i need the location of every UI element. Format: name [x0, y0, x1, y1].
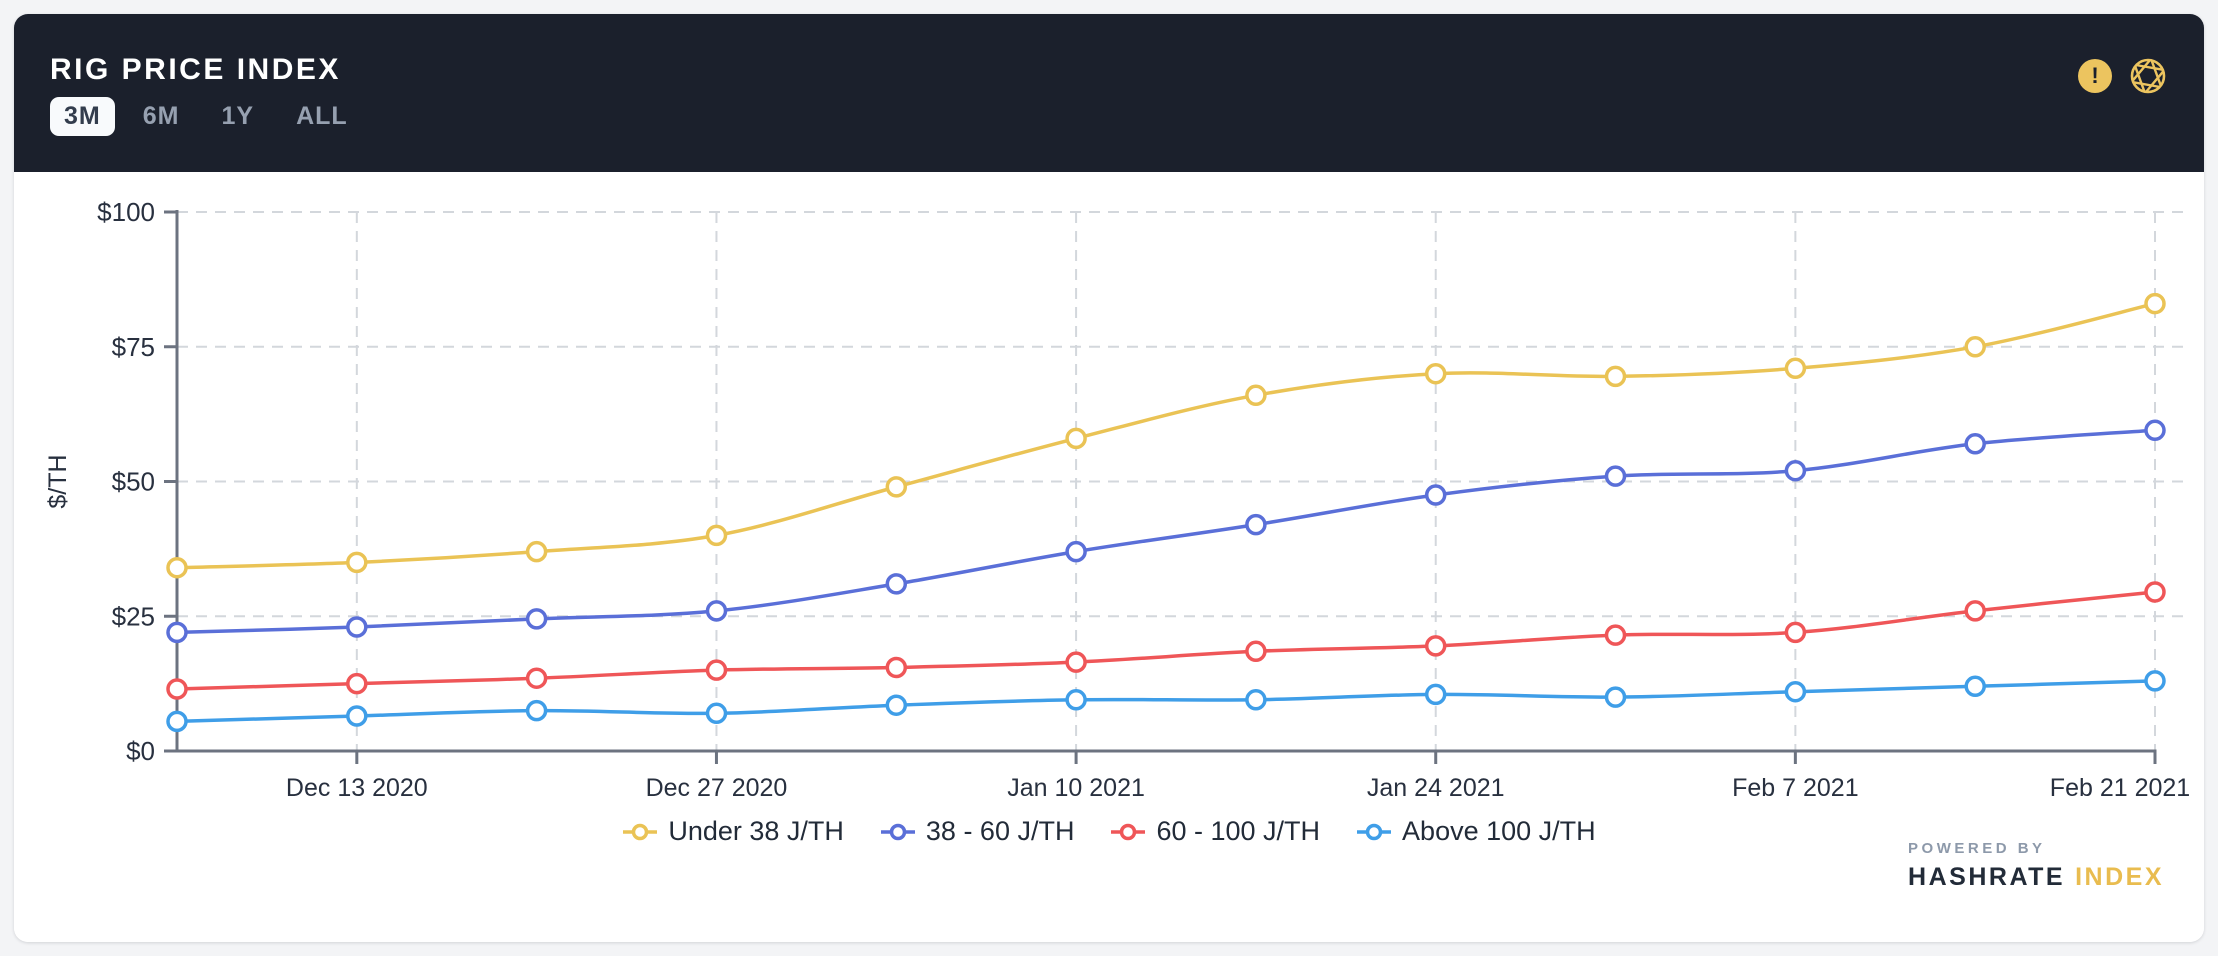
data-point[interactable]	[885, 573, 908, 595]
data-point[interactable]	[346, 672, 368, 695]
legend-item-60-100-j-th[interactable]: 60 - 100 J/TH	[1110, 816, 1320, 847]
data-point[interactable]	[1784, 357, 1807, 380]
data-point[interactable]	[1245, 513, 1267, 536]
data-point[interactable]	[166, 678, 188, 700]
legend-marker-icon	[880, 823, 915, 840]
legend-item-38-60-j-th[interactable]: 38 - 60 J/TH	[880, 816, 1075, 847]
card-body: $0 $25 $50 $75 $100 Dec 13 2020 Dec 27 2020 Jan…	[14, 172, 2204, 942]
data-point[interactable]	[1424, 484, 1447, 506]
series-line-60-100-j-th	[176, 590, 2156, 691]
legend-marker-icon	[1111, 823, 1146, 840]
y-axis-title: $/TH	[44, 454, 72, 508]
data-point[interactable]	[1784, 621, 1807, 644]
x-tick-label: Dec 13 2020	[286, 774, 428, 802]
data-point[interactable]	[705, 524, 728, 547]
range-button-1y[interactable]: 1Y	[207, 97, 268, 136]
data-point[interactable]	[525, 667, 548, 689]
data-point[interactable]	[1604, 686, 1627, 708]
chart-legend: Under 38 J/TH 38 - 60 J/TH 60 - 100 J/TH Ab…	[14, 816, 2204, 847]
series-line-under-38-j-th	[176, 301, 2156, 570]
data-point[interactable]	[1065, 427, 1087, 450]
header-icons: !	[2078, 56, 2168, 96]
brand-hashrate: HASHRATE	[1908, 863, 2066, 891]
data-point[interactable]	[1065, 651, 1087, 673]
x-tick-label: Feb 7 2021	[1732, 774, 1859, 802]
powered-by-label: POWERED BY	[1908, 840, 2046, 857]
y-tick-label: $0	[126, 736, 155, 766]
data-point[interactable]	[885, 476, 908, 498]
data-point[interactable]	[2144, 581, 2166, 603]
data-point[interactable]	[166, 556, 188, 579]
data-point[interactable]	[885, 694, 908, 716]
x-tick-label: Jan 10 2021	[1007, 774, 1145, 802]
data-point[interactable]	[1604, 465, 1627, 487]
y-tick-label: $100	[97, 197, 155, 227]
data-point[interactable]	[705, 600, 728, 622]
legend-label: Under 38 J/TH	[668, 816, 844, 846]
card-header: RIG PRICE INDEX 3M 6M 1Y ALL !	[14, 14, 2204, 172]
data-point[interactable]	[1245, 640, 1267, 663]
rig-price-index-card: RIG PRICE INDEX 3M 6M 1Y ALL ! $0 $25 $50 $75 $…	[14, 14, 2204, 942]
y-tick-label: $50	[112, 467, 155, 497]
data-point[interactable]	[166, 710, 188, 733]
data-point[interactable]	[1964, 600, 1986, 622]
data-point[interactable]	[1245, 689, 1267, 711]
legend-label: 60 - 100 J/TH	[1156, 816, 1321, 846]
brand-index: INDEX	[2075, 863, 2164, 891]
data-point[interactable]	[1964, 433, 1986, 455]
data-point[interactable]	[885, 656, 908, 679]
warning-icon[interactable]: !	[2078, 59, 2112, 93]
range-button-6m[interactable]: 6M	[129, 97, 194, 136]
data-point[interactable]	[346, 705, 368, 727]
legend-marker-icon	[623, 823, 658, 840]
data-point[interactable]	[1424, 683, 1447, 706]
data-point[interactable]	[525, 540, 548, 563]
legend-label: Above 100 J/TH	[1402, 816, 1596, 846]
data-point[interactable]	[166, 621, 188, 644]
y-tick-label: $25	[112, 601, 155, 631]
data-point[interactable]	[1065, 689, 1087, 711]
rig-price-chart[interactable]: $0 $25 $50 $75 $100 Dec 13 2020 Dec 27 2020 Jan…	[14, 172, 2204, 812]
series-line-38-60-j-th	[176, 428, 2156, 635]
data-point[interactable]	[1065, 540, 1087, 563]
page-title: RIG PRICE INDEX	[50, 52, 341, 86]
x-tick-label: Dec 27 2020	[646, 774, 788, 802]
data-point[interactable]	[1424, 635, 1447, 657]
data-point[interactable]	[1784, 680, 1807, 703]
data-point[interactable]	[525, 608, 548, 630]
data-point[interactable]	[346, 551, 368, 574]
data-point[interactable]	[1604, 624, 1627, 646]
data-point[interactable]	[1964, 336, 1986, 358]
series-line-above-100-j-th	[176, 679, 2156, 724]
data-point[interactable]	[1424, 362, 1447, 385]
legend-item-above-100-j-th[interactable]: Above 100 J/TH	[1356, 816, 1596, 847]
data-point[interactable]	[1604, 365, 1627, 388]
data-point[interactable]	[525, 699, 548, 722]
data-point[interactable]	[346, 616, 368, 638]
data-point[interactable]	[2144, 670, 2166, 692]
legend-label: 38 - 60 J/TH	[925, 816, 1075, 846]
data-point[interactable]	[2144, 292, 2166, 315]
data-point[interactable]	[1245, 384, 1267, 407]
aperture-logo-icon[interactable]	[2128, 56, 2168, 96]
range-button-all[interactable]: ALL	[282, 97, 362, 136]
data-point[interactable]	[2144, 419, 2166, 442]
range-selector: 3M 6M 1Y ALL	[50, 96, 2168, 136]
data-point[interactable]	[705, 659, 728, 681]
legend-item-under-38-j-th[interactable]: Under 38 J/TH	[622, 816, 844, 847]
data-point[interactable]	[1784, 459, 1807, 482]
data-point[interactable]	[705, 702, 728, 725]
data-point[interactable]	[1964, 675, 1986, 698]
x-tick-label: Jan 24 2021	[1367, 774, 1505, 802]
range-button-3m[interactable]: 3M	[50, 96, 115, 136]
legend-marker-icon	[1357, 823, 1392, 840]
y-tick-label: $75	[112, 332, 155, 362]
x-tick-label: Feb 21 2021	[2050, 774, 2190, 802]
hashrate-index-brand[interactable]: POWERED BY HASHRATE INDEX	[1908, 840, 2164, 892]
